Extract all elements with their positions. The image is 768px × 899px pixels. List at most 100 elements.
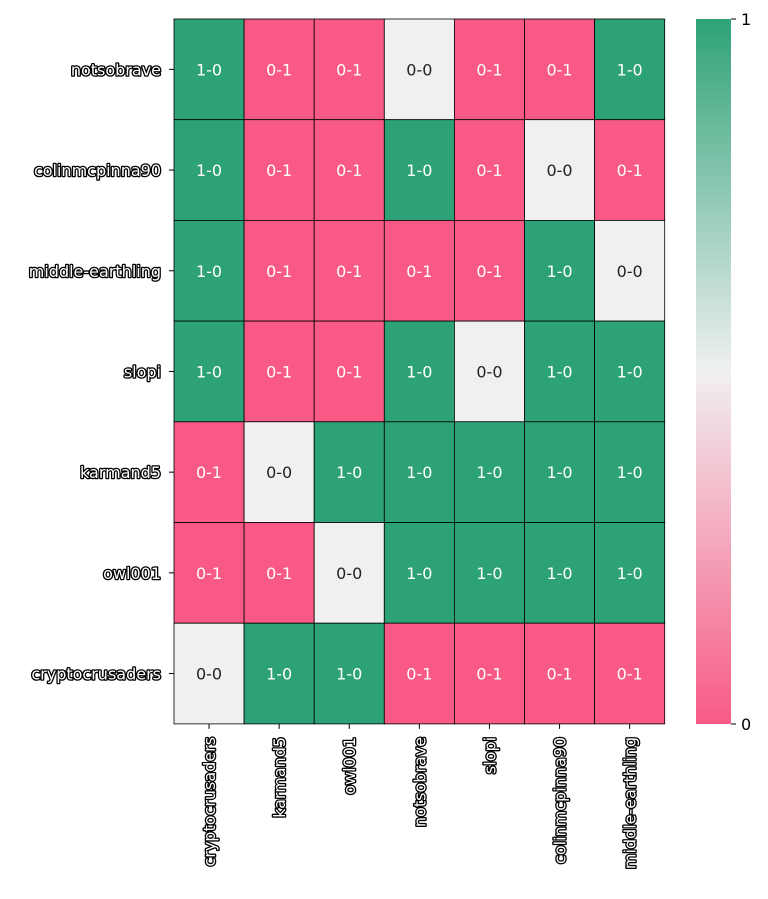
heatmap-cell: 1-0 [173,219,245,322]
heatmap-cell: 0-1 [453,18,525,121]
heatmap-cell: 1-0 [594,522,666,624]
heatmap-cell-rect [453,622,525,725]
cell-value-label: 1-0 [617,463,643,482]
cell-value-label: 0-1 [476,262,502,281]
heatmap-cell-rect [594,320,666,423]
cell-value-label: 0-1 [266,262,292,281]
heatmap-cell-rect [173,320,245,423]
heatmap-cell-rect [524,119,595,221]
heatmap-cell-rect [594,219,666,322]
heatmap-cell-rect [173,119,245,221]
heatmap-cell-rect [173,421,245,523]
heatmap-cell: 0-1 [173,522,245,624]
row-tick-label: karmand5 [80,463,161,482]
row-tick-label: colinmcpinna90 [34,161,161,180]
cell-value-label: 1-0 [196,362,222,381]
colorbar-tick-label: 0 [741,715,751,734]
heatmap-cell-rect [383,622,455,725]
cell-value-label: 0-0 [336,564,362,583]
cell-value-label: 1-0 [476,463,502,482]
heatmap-cell-rect [594,119,666,221]
heatmap-cell-rect [313,18,385,121]
cell-value-label: 0-1 [196,564,222,583]
heatmap-cell: 1-0 [173,119,245,221]
heatmap-cell: 0-1 [453,622,525,725]
heatmap-cell: 0-1 [524,18,595,121]
cell-value-label: 0-0 [617,262,643,281]
row-tick-label: middle-earthling [29,262,161,281]
heatmap-cell-rect [524,219,595,322]
cell-value-label: 0-0 [196,665,222,684]
colorbar-tick-label: 1 [741,10,751,29]
heatmap-cell: 0-1 [524,622,595,725]
heatmap-cell: 1-0 [313,421,385,523]
cell-value-label: 0-1 [546,665,572,684]
heatmap-cell: 0-1 [313,219,385,322]
heatmap-cell: 0-0 [173,622,245,725]
heatmap-cell: 1-0 [173,18,245,121]
cell-value-label: 0-0 [546,161,572,180]
column-tick-label: notsobrave [410,737,429,827]
cell-value-label: 1-0 [406,362,432,381]
cell-value-label: 0-1 [406,665,432,684]
cell-value-label: 1-0 [406,161,432,180]
heatmap-cell: 1-0 [383,119,455,221]
heatmap-cell: 1-0 [594,320,666,423]
heatmap-cell: 0-0 [243,421,315,523]
cell-value-label: 1-0 [617,362,643,381]
cell-value-label: 0-1 [336,60,362,79]
cell-value-label: 1-0 [196,262,222,281]
heatmap-cell: 0-0 [383,18,455,121]
cell-value-label: 0-1 [266,60,292,79]
heatmap-cell-rect [173,18,245,121]
row-tick-label: cryptocrusaders [31,665,161,684]
heatmap-cell: 1-0 [383,421,455,523]
cell-value-label: 0-1 [196,463,222,482]
heatmap-cell-rect [383,18,455,121]
cell-value-label: 0-1 [546,60,572,79]
heatmap-cell-rect [594,622,666,725]
heatmap-cell: 1-0 [524,421,595,523]
cell-value-label: 1-0 [546,564,572,583]
heatmap-cell: 1-0 [313,622,385,725]
heatmap-cell-rect [313,622,385,725]
heatmap-cell: 0-1 [383,219,455,322]
heatmap-cell: 0-0 [594,219,666,322]
cell-value-label: 1-0 [336,665,362,684]
heatmap-cell: 0-1 [243,219,315,322]
cell-value-label: 0-1 [336,161,362,180]
heatmap-cell-rect [243,320,315,423]
column-tick-label: slopi [480,737,499,774]
heatmap-cell: 1-0 [243,622,315,725]
column-tick-label: owl001 [340,737,359,795]
heatmap-cell: 1-0 [594,421,666,523]
heatmap-cell-rect [453,119,525,221]
column-tick-label: middle-earthling [621,737,640,869]
cell-value-label: 1-0 [546,362,572,381]
heatmap-cell: 0-1 [173,421,245,523]
cell-value-label: 1-0 [546,262,572,281]
cell-value-label: 0-1 [266,564,292,583]
heatmap-cell: 0-1 [313,119,385,221]
cell-value-label: 1-0 [406,463,432,482]
cell-value-label: 0-1 [336,262,362,281]
heatmap-cell: 0-1 [243,18,315,121]
cell-value-label: 1-0 [266,665,292,684]
heatmap-cell: 0-1 [243,320,315,423]
row-tick-label: notsobrave [71,60,161,79]
heatmap-cell-rect [313,219,385,322]
heatmap-cell-rect [524,320,595,423]
heatmap-cell: 1-0 [524,320,595,423]
heatmap-cell: 0-1 [313,320,385,423]
heatmap-cell-rect [383,522,455,624]
cell-value-label: 0-1 [617,665,643,684]
cell-value-label: 1-0 [546,463,572,482]
cell-value-label: 0-0 [476,362,502,381]
cell-value-label: 0-1 [406,262,432,281]
cell-value-label: 0-1 [617,161,643,180]
heatmap-cell: 1-0 [524,219,595,322]
heatmap-cell-rect [383,320,455,423]
heatmap-cell-rect [313,119,385,221]
heatmap-cell: 0-1 [383,622,455,725]
heatmap-cell-rect [453,219,525,322]
